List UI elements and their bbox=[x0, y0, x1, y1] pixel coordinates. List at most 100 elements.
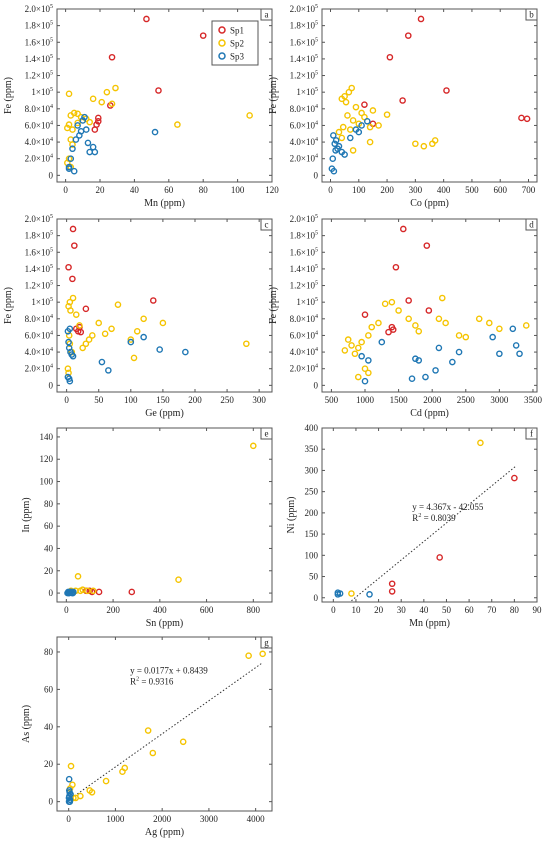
data-point-sp2 bbox=[74, 110, 81, 118]
y-tick-label: 350 bbox=[305, 444, 319, 454]
legend-marker bbox=[218, 26, 226, 34]
data-point-sp2 bbox=[101, 330, 109, 338]
y-tick-label: 1.4×105 bbox=[290, 54, 318, 64]
plot-frame bbox=[56, 427, 273, 603]
y-tick-label: 0 bbox=[314, 593, 319, 603]
data-point-sp2 bbox=[127, 336, 135, 343]
x-tick-label: 90 bbox=[533, 605, 543, 615]
data-point-sp1 bbox=[385, 328, 392, 336]
data-point-sp1 bbox=[443, 87, 450, 94]
panel-g: 0 1000 2000 3000 4000 0 20 40 60 80 Ag (ppm) As (pp… bbox=[21, 636, 273, 838]
y-tick-label: 1.2×105 bbox=[25, 71, 53, 81]
x-tick-label: 70 bbox=[487, 605, 497, 615]
plot-frame bbox=[321, 8, 538, 183]
data-point-sp1 bbox=[94, 117, 102, 125]
data-point-sp2 bbox=[89, 95, 97, 103]
data-point-sp2 bbox=[344, 112, 351, 119]
panel-letter-box bbox=[260, 8, 273, 21]
y-tick-label: 300 bbox=[305, 465, 319, 475]
data-point-sp2 bbox=[348, 84, 356, 92]
y-tick-label: 1.2×105 bbox=[290, 281, 318, 291]
x-tick-label: 0 bbox=[64, 395, 69, 405]
data-point-sp2 bbox=[159, 319, 167, 327]
panel-letter: g bbox=[264, 638, 269, 648]
x-tick-label: 80 bbox=[199, 185, 209, 195]
data-point-sp3 bbox=[346, 134, 354, 142]
y-tick-label: 140 bbox=[40, 432, 54, 442]
data-point-sp1 bbox=[436, 554, 443, 561]
data-point-sp1 bbox=[423, 242, 431, 249]
panel-f: 0 10 20 30 40 50 60 70 80 90 0 50 100 150 200 250 300 350… bbox=[286, 423, 542, 629]
y-tick-label: 80 bbox=[44, 647, 54, 657]
data-point-sp2 bbox=[259, 650, 266, 658]
data-point-sp2 bbox=[431, 137, 439, 144]
data-point-sp3 bbox=[366, 591, 373, 598]
y-tick-label: 4.0×104 bbox=[290, 137, 318, 147]
data-point-sp1 bbox=[518, 114, 525, 122]
y-tick-label: 100 bbox=[305, 550, 319, 560]
data-point-sp3 bbox=[79, 117, 87, 124]
x-tick-label: 2000 bbox=[423, 395, 442, 405]
x-tick-label: 20 bbox=[96, 185, 106, 195]
data-point-sp2 bbox=[144, 727, 152, 734]
y-tick-label: 4.0×104 bbox=[290, 347, 318, 357]
panel-letter-box bbox=[260, 218, 273, 231]
x-tick-label: 10 bbox=[351, 605, 361, 615]
data-point-sp3 bbox=[332, 147, 339, 154]
y-tick-label: 8.0×104 bbox=[25, 104, 53, 114]
legend-label: Sp3 bbox=[230, 52, 245, 62]
trendline-equation: y = 0.0177x + 0.8439 bbox=[130, 666, 208, 676]
data-point-sp1 bbox=[91, 126, 99, 133]
data-point-sp3 bbox=[86, 148, 93, 156]
data-point-sp2 bbox=[366, 123, 374, 131]
y-tick-label: 60 bbox=[44, 684, 54, 694]
x-tick-label: 60 bbox=[465, 605, 475, 615]
data-point-sp3 bbox=[69, 145, 76, 153]
data-point-sp3 bbox=[358, 352, 365, 360]
data-point-sp3 bbox=[65, 775, 73, 783]
legend-label: Sp2 bbox=[230, 39, 244, 49]
y-tick-label: 40 bbox=[44, 722, 54, 732]
data-point-sp2 bbox=[140, 315, 147, 323]
data-point-sp3 bbox=[512, 342, 520, 349]
panel-letter: c bbox=[265, 220, 269, 230]
data-point-sp2 bbox=[245, 652, 252, 660]
data-point-sp1 bbox=[523, 115, 531, 123]
data-point-sp2 bbox=[412, 140, 419, 148]
y-tick-label: 1.6×105 bbox=[290, 37, 318, 47]
r-squared-label: R2 = 0.8039 bbox=[412, 513, 456, 523]
data-point-sp1 bbox=[65, 263, 72, 271]
data-point-sp2 bbox=[82, 340, 90, 348]
data-point-sp2 bbox=[349, 147, 357, 154]
data-point-sp3 bbox=[330, 132, 337, 139]
panel-letter-box bbox=[260, 427, 273, 440]
data-point-sp3 bbox=[140, 333, 147, 341]
y-tick-label: 1×105 bbox=[31, 87, 53, 97]
data-point-sp3 bbox=[82, 126, 90, 133]
x-axis-label: Cd (ppm) bbox=[410, 408, 449, 419]
legend-label: Sp1 bbox=[230, 26, 244, 36]
data-point-sp1 bbox=[425, 307, 433, 314]
data-point-sp3 bbox=[72, 136, 80, 143]
y-tick-label: 20 bbox=[44, 759, 54, 769]
x-tick-label: 600 bbox=[493, 185, 507, 195]
x-tick-label: 2000 bbox=[153, 814, 172, 824]
y-tick-label: 1.2×105 bbox=[290, 71, 318, 81]
data-point-sp1 bbox=[361, 311, 369, 318]
plot-frame bbox=[56, 636, 273, 812]
data-point-sp3 bbox=[363, 117, 371, 125]
x-tick-label: 400 bbox=[437, 185, 451, 195]
data-point-sp1 bbox=[82, 305, 90, 313]
y-tick-label: 50 bbox=[309, 572, 319, 582]
x-axis-label: Mn (ppm) bbox=[144, 198, 185, 209]
data-point-sp3 bbox=[329, 155, 337, 163]
y-tick-label: 4.0×104 bbox=[25, 137, 53, 147]
data-point-sp2 bbox=[65, 121, 73, 128]
data-point-sp2 bbox=[344, 336, 352, 343]
data-point-sp2 bbox=[348, 342, 355, 349]
y-axis-label: Fe (ppm) bbox=[3, 77, 14, 114]
data-point-sp3 bbox=[412, 355, 419, 363]
data-point-sp2 bbox=[341, 347, 349, 354]
y-tick-label: 2.0×104 bbox=[290, 154, 318, 164]
